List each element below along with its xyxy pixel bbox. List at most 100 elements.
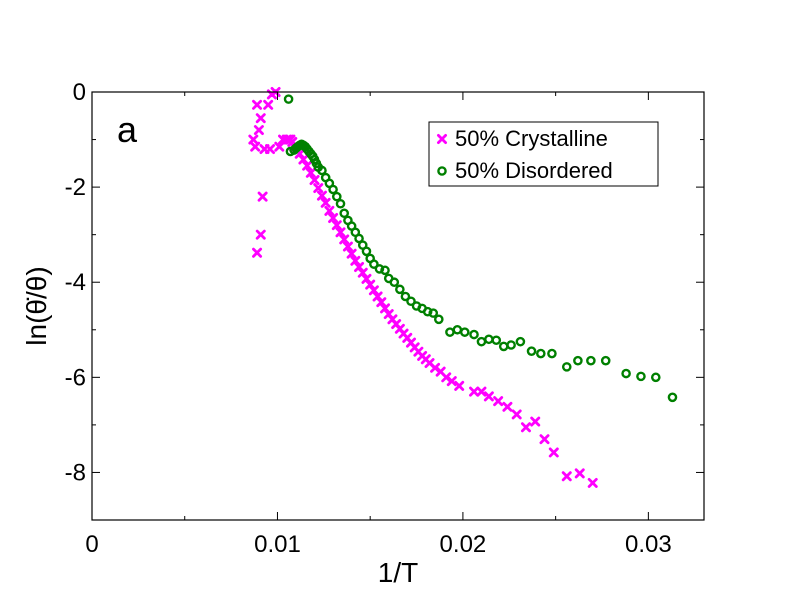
data-point-circle [433,314,444,325]
data-point-cross [316,190,327,201]
data-point-cross [357,267,368,278]
data-point-circle [667,392,678,403]
data-point-cross [302,160,313,171]
panel-label: a [117,109,138,150]
data-marks [248,87,678,488]
legend-label-disordered: 50% Disordered [455,158,613,183]
data-point-cross [350,255,361,266]
plot-frame [91,91,705,521]
data-point-cross [252,99,263,110]
data-point-circle [422,306,433,317]
data-point-circle [491,335,502,346]
data-point-cross [530,416,541,427]
data-point-cross [324,205,335,216]
y-tick-label: -6 [65,364,86,391]
data-point-circle [317,165,327,176]
data-point-cross [252,247,263,258]
y-axis-title: ln(θ̇/θ) [21,266,52,345]
data-point-cross [320,197,331,208]
data-point-circle [369,259,379,269]
x-axis-title: 1/T [378,557,418,588]
data-point-circle [283,94,294,104]
data-point-cross [574,468,585,479]
data-point-circle [331,191,342,202]
data-point-cross [483,391,494,402]
data-point-circle [328,184,338,195]
x-tick-label: 0.02 [440,531,487,558]
data-point-circle [536,348,546,359]
data-point-cross [380,303,391,314]
data-point-cross [476,386,487,397]
x-axis-ticks [91,92,649,520]
data-point-cross [354,262,365,273]
x-tick-label: 0 [85,531,98,558]
series-disordered [283,94,678,403]
data-point-circle [561,362,572,372]
y-tick-label: -4 [65,269,86,296]
data-point-cross [548,447,559,458]
legend-marker-disordered [437,166,447,176]
data-point-cross [309,174,320,185]
data-point-cross [511,409,522,420]
data-point-circle [547,348,557,359]
data-point-circle [400,291,411,302]
data-point-circle [380,265,390,276]
data-point-cross [520,422,531,433]
data-point-cross [493,396,504,407]
data-point-cross [255,113,266,124]
data-point-cross [368,285,379,296]
legend-symbol-cross [436,133,448,145]
data-point-cross [331,220,342,231]
data-point-circle [600,355,611,366]
data-point-cross [346,248,357,259]
y-tick-label: -8 [65,459,86,486]
data-point-cross [298,154,309,165]
data-point-cross [253,125,264,136]
data-point-circle [335,198,346,209]
data-point-circle [469,329,479,340]
data-point-cross [250,141,261,152]
data-point-cross [257,191,268,202]
data-point-circle [395,284,405,295]
data-point-cross [587,477,598,488]
y-tick-label: -2 [65,174,86,201]
data-point-circle [459,327,470,337]
data-point-circle [526,346,537,356]
data-point-circle [506,340,516,350]
legend-label-crystalline: 50% Crystalline [455,126,608,151]
y-axis-tick-labels: 0 -2 -4 -6 -8 [65,79,86,486]
legend-symbol-circle [437,166,447,176]
series-crystalline [248,87,598,488]
data-point-cross [376,297,387,308]
data-point-circle [374,264,385,274]
data-point-cross [502,401,513,412]
data-point-circle [428,308,439,318]
data-point-cross [561,471,572,482]
data-point-cross [255,229,266,240]
data-point-cross [539,434,550,445]
data-point-cross [339,234,350,245]
data-point-cross [335,227,346,238]
data-point-cross [305,167,316,178]
data-point-cross [342,241,353,252]
data-point-cross [361,273,372,284]
data-point-circle [621,368,631,379]
legend-marker-crystalline [436,133,448,145]
data-point-cross [274,141,285,152]
data-point-circle [361,246,372,257]
data-point-cross [372,291,383,302]
data-point-circle [650,372,661,383]
data-point-cross [328,213,339,224]
x-tick-label: 0.03 [625,531,672,558]
data-point-circle [406,296,416,307]
data-point-cross [454,380,465,391]
data-point-circle [354,233,364,244]
data-point-circle [339,208,350,219]
data-point-circle [573,355,583,366]
data-point-circle [636,371,646,382]
legend-box [428,121,659,187]
data-point-circle [389,277,400,288]
data-point-cross [265,144,276,155]
